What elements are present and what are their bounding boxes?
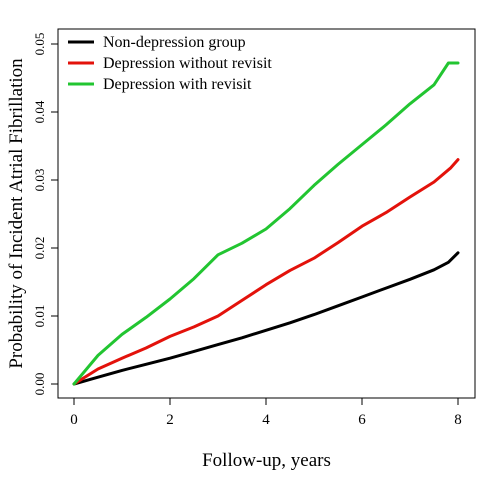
x-tick-label: 4 [262,412,270,428]
x-tick-label: 2 [166,412,174,428]
series-line-1 [72,158,460,386]
y-axis-title: Probability of Incident Atrial Fibrillat… [6,58,27,369]
x-axis-title: Follow-up, years [202,450,331,471]
legend-label: Depression without revisit [103,55,272,72]
y-tick-label: 0.05 [32,33,47,56]
series-layer [72,61,460,386]
y-tick-label: 0.03 [32,169,47,192]
y-tick-label: 0.00 [32,373,47,396]
y-tick-label: 0.04 [32,100,47,123]
y-tick-label: 0.02 [32,237,47,260]
x-tick-label: 0 [70,412,78,428]
series-line-0 [72,251,460,386]
legend-label: Depression with revisit [103,76,252,93]
x-tick-label: 6 [358,412,366,428]
y-tick-label: 0.01 [32,305,47,328]
legend: Non-depression group Depression without r… [68,34,272,93]
axes: 0 2 4 6 8 0.00 0.01 0.02 0.03 0.04 0.05 [32,28,476,428]
series-line-2 [72,61,460,386]
legend-label: Non-depression group [103,34,246,51]
x-tick-label: 8 [454,412,462,428]
